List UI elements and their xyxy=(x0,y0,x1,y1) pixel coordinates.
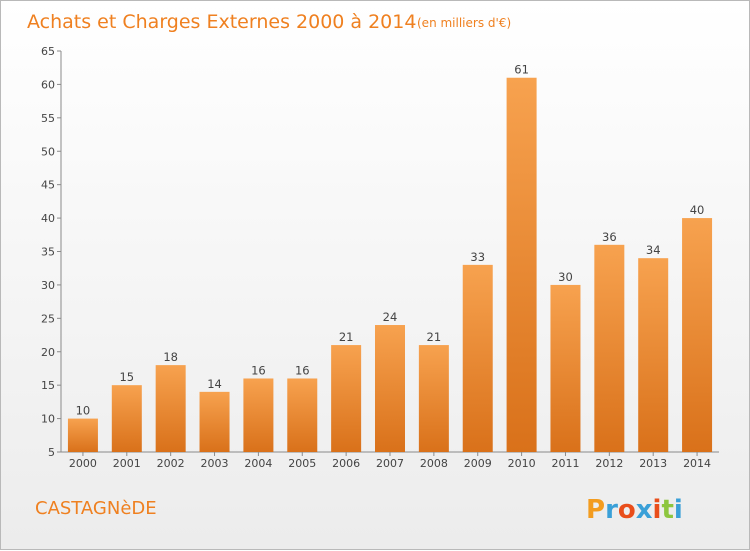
data-label-2002: 18 xyxy=(163,350,178,364)
x-tick-label-2013: 2013 xyxy=(639,457,667,470)
x-tick-label-2002: 2002 xyxy=(157,457,185,470)
x-tick-label-2012: 2012 xyxy=(595,457,623,470)
data-label-2013: 34 xyxy=(646,243,661,257)
bar-2006 xyxy=(331,345,362,452)
data-label-2006: 21 xyxy=(339,330,354,344)
y-tick-label: 25 xyxy=(41,312,55,325)
logo-letter: t xyxy=(661,495,673,525)
bar-2000 xyxy=(67,418,98,452)
x-tick-label-2004: 2004 xyxy=(244,457,272,470)
y-tick-label: 5 xyxy=(48,446,55,459)
data-label-2014: 40 xyxy=(690,203,705,217)
axes: 5 10 15 20 25 30 35 40 45 50 55 60 65 2000 2001 2002 200… xyxy=(41,45,719,470)
data-label-2005: 16 xyxy=(295,363,310,377)
data-label-2009: 33 xyxy=(470,250,485,264)
bar-2001 xyxy=(111,385,142,452)
x-tick-label-2014: 2014 xyxy=(683,457,711,470)
data-label-2000: 10 xyxy=(76,404,91,418)
bar-2011 xyxy=(550,284,581,452)
data-label-2010: 61 xyxy=(514,63,529,77)
y-tick-label: 35 xyxy=(41,246,55,259)
logo-letter: i xyxy=(674,495,683,525)
x-tick-label-2005: 2005 xyxy=(288,457,316,470)
proxiti-logo: Proxiti xyxy=(586,495,683,525)
bar-2003 xyxy=(199,391,230,452)
data-label-2011: 30 xyxy=(558,270,573,284)
y-tick-label: 10 xyxy=(41,413,55,426)
y-tick-label: 40 xyxy=(41,212,55,225)
data-label-2004: 16 xyxy=(251,363,266,377)
y-tick-label: 65 xyxy=(41,45,55,58)
logo-letter: P xyxy=(586,495,605,525)
x-tick-label-2009: 2009 xyxy=(464,457,492,470)
logo-letter: i xyxy=(653,495,662,525)
x-tick-label-2000: 2000 xyxy=(69,457,97,470)
x-tick-label-2006: 2006 xyxy=(332,457,360,470)
y-tick-label: 20 xyxy=(41,346,55,359)
data-label-2003: 14 xyxy=(207,377,222,391)
bar-2010 xyxy=(506,77,537,452)
logo-letter: o xyxy=(618,495,636,525)
bar-2004 xyxy=(243,378,274,452)
y-tick-label: 30 xyxy=(41,279,55,292)
bar-2002 xyxy=(155,365,186,452)
bar-2013 xyxy=(638,258,669,452)
x-tick-label-2011: 2011 xyxy=(551,457,579,470)
y-tick-label: 55 xyxy=(41,112,55,125)
logo-letter: x xyxy=(636,495,653,525)
bars-group: 10 15 18 14 16 16 21 24 21 33 61 30 36 34 40 xyxy=(67,63,713,452)
data-label-2007: 24 xyxy=(383,310,398,324)
y-tick-label: 15 xyxy=(41,379,55,392)
x-tick-label-2007: 2007 xyxy=(376,457,404,470)
x-tick-label-2001: 2001 xyxy=(113,457,141,470)
bar-2012 xyxy=(594,244,625,452)
y-tick-label: 60 xyxy=(41,78,55,91)
x-tick-label-2003: 2003 xyxy=(201,457,229,470)
city-name: CASTAGNèDE xyxy=(35,498,157,519)
bar-2014 xyxy=(682,218,713,452)
bar-2008 xyxy=(418,345,449,452)
y-tick-label: 50 xyxy=(41,145,55,158)
x-tick-label-2010: 2010 xyxy=(508,457,536,470)
data-label-2008: 21 xyxy=(427,330,442,344)
bar-2007 xyxy=(375,325,405,452)
logo-letter: r xyxy=(605,495,618,525)
data-label-2001: 15 xyxy=(119,370,134,384)
x-tick-label-2008: 2008 xyxy=(420,457,448,470)
y-tick-label: 45 xyxy=(41,179,55,192)
chart-title: Achats et Charges Externes 2000 à 2014 xyxy=(27,11,416,33)
chart-unit-note: (en milliers d'€) xyxy=(417,16,511,30)
bar-2009 xyxy=(462,264,493,452)
bar-2005 xyxy=(287,378,318,452)
data-label-2012: 36 xyxy=(602,230,617,244)
